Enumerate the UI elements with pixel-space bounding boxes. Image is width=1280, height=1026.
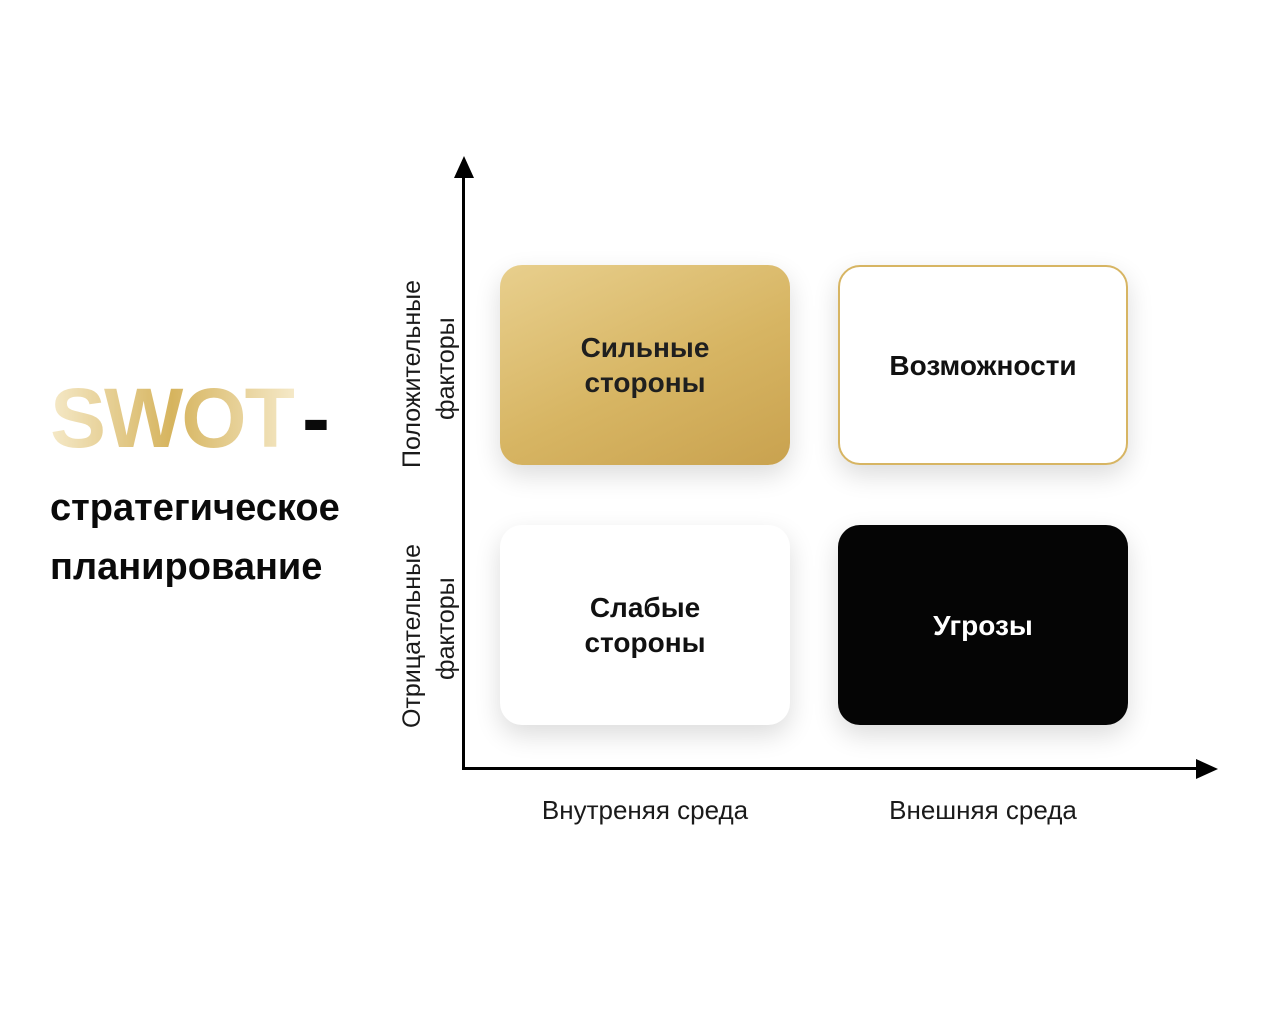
y-label-positive-line2: факторы: [432, 317, 461, 420]
y-label-negative-line2: факторы: [432, 577, 461, 680]
card-threats: Угрозы: [838, 525, 1128, 725]
weaknesses-line2: стороны: [584, 627, 705, 658]
x-label-external: Внешняя среда: [838, 795, 1128, 826]
strengths-line1: Сильные: [581, 332, 710, 363]
swot-chart: Положительные факторы Отрицательные факт…: [370, 160, 1200, 820]
card-opportunities-label: Возможности: [889, 348, 1076, 383]
card-weaknesses: Слабые стороны: [500, 525, 790, 725]
card-threats-label: Угрозы: [933, 608, 1033, 643]
title-block: SWOT- стратегическое планирование: [50, 370, 370, 597]
card-strengths: Сильные стороны: [500, 265, 790, 465]
x-axis-line: [462, 767, 1200, 770]
subtitle-line1: стратегическое: [50, 487, 340, 529]
subtitle-line2: планирование: [50, 546, 322, 588]
y-label-negative-line1: Отрицательные: [398, 544, 427, 728]
title-line1: SWOT-: [50, 370, 370, 467]
title-swot: SWOT: [50, 371, 294, 465]
title-subtitle: стратегическое планирование: [50, 479, 370, 597]
x-axis-arrow-icon: [1196, 759, 1218, 779]
y-label-positive-line1: Положительные: [398, 280, 427, 468]
card-opportunities: Возможности: [838, 265, 1128, 465]
strengths-line2: стороны: [584, 367, 705, 398]
y-axis-arrow-icon: [454, 156, 474, 178]
title-dash: -: [302, 371, 330, 465]
y-axis-line: [462, 160, 465, 770]
card-strengths-label: Сильные стороны: [581, 330, 710, 400]
weaknesses-line1: Слабые: [590, 592, 700, 623]
x-label-internal: Внутреняя среда: [500, 795, 790, 826]
card-weaknesses-label: Слабые стороны: [584, 590, 705, 660]
